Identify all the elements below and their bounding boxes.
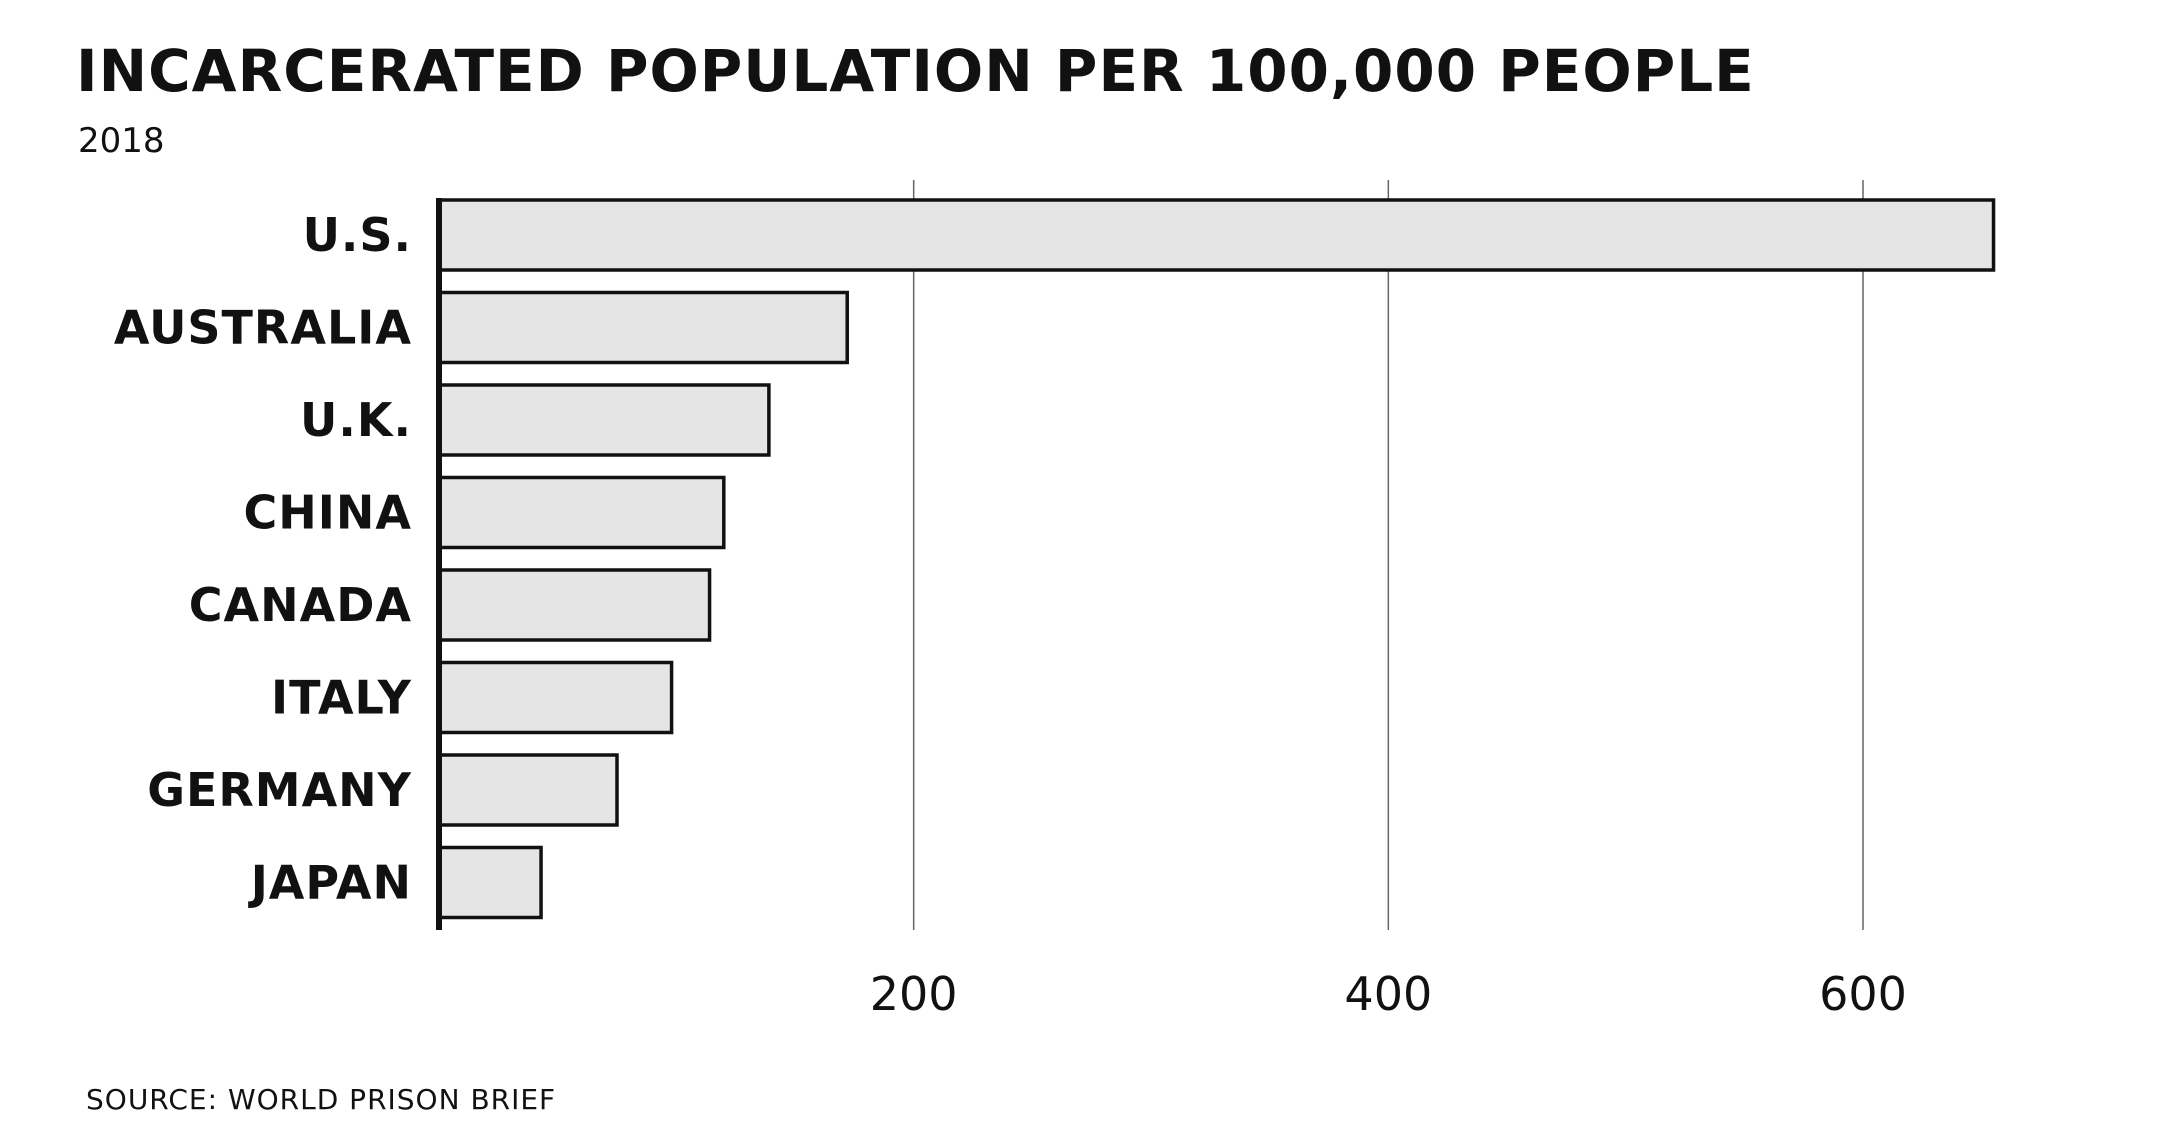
- bar-australia: [437, 290, 849, 365]
- x-tick-label-400: 400: [1344, 967, 1432, 1021]
- category-labels: U.S. AUSTRALIA U.K. CHINA CANADA ITALY GERMANY…: [114, 208, 412, 910]
- bar-u-k: [437, 383, 771, 457]
- category-label-italy: ITALY: [271, 671, 412, 725]
- bars: [437, 198, 1996, 920]
- bar-germany: [437, 753, 619, 827]
- bar-italy: [437, 660, 674, 735]
- category-label-u-k: U.K.: [300, 393, 412, 447]
- bar-canada: [437, 568, 712, 642]
- source-note: SOURCE: WORLD PRISON BRIEF: [86, 1083, 557, 1116]
- x-tick-label-200: 200: [870, 967, 958, 1021]
- category-label-japan: JAPAN: [248, 856, 412, 910]
- chart-title: INCARCERATED POPULATION PER 100,000 PEOP…: [76, 37, 1755, 105]
- bar-china: [437, 475, 726, 550]
- category-label-australia: AUSTRALIA: [114, 301, 412, 355]
- gridlines: [912, 180, 1864, 930]
- x-tick-labels: 200 400 600: [870, 967, 1907, 1021]
- category-label-germany: GERMANY: [147, 763, 412, 817]
- bar-u-s: [437, 198, 1996, 272]
- category-label-u-s: U.S.: [303, 208, 412, 262]
- chart-subtitle: 2018: [78, 121, 165, 161]
- x-tick-label-600: 600: [1819, 967, 1907, 1021]
- category-label-canada: CANADA: [189, 578, 412, 632]
- bar-japan: [437, 845, 543, 920]
- category-label-china: CHINA: [244, 486, 412, 540]
